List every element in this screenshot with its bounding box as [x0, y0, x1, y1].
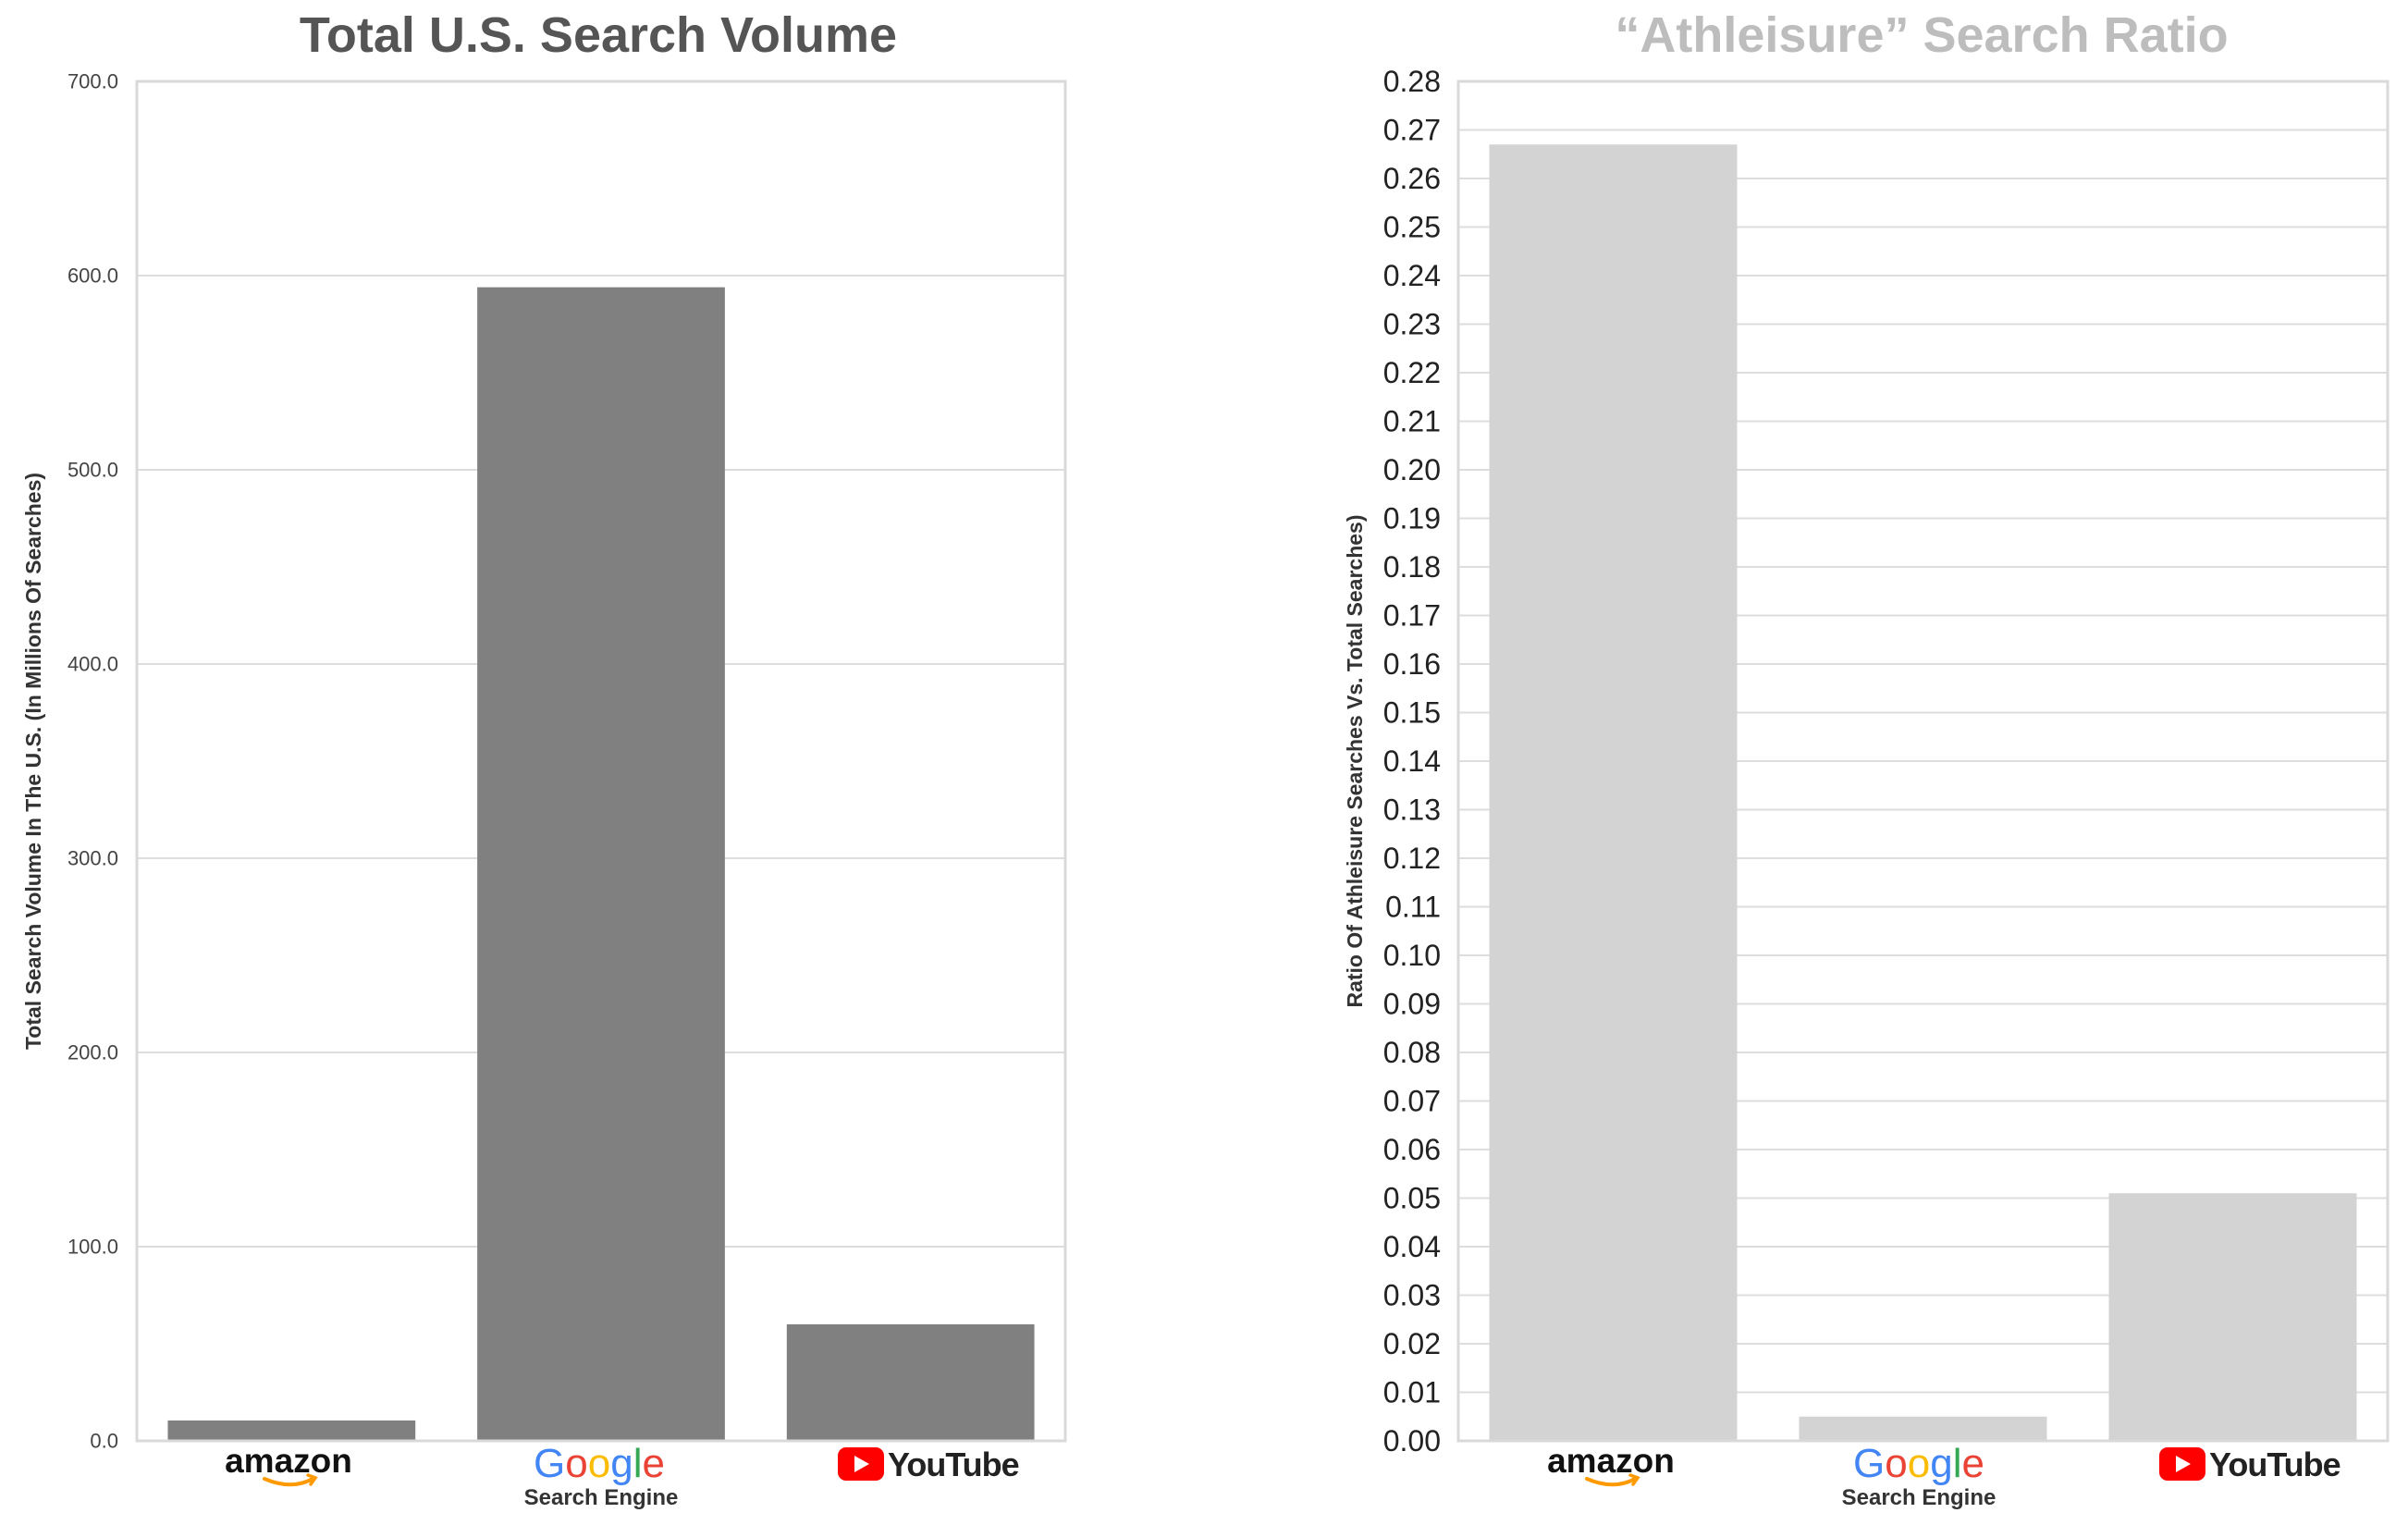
- y-tick-label: 500.0: [68, 459, 118, 482]
- y-tick-label: 0.17: [1383, 599, 1441, 633]
- y-tick-label: 0.22: [1383, 356, 1441, 389]
- bar-amazon: [167, 1420, 416, 1441]
- amazon-arrow-icon: [1628, 1473, 1640, 1486]
- y-tick-label: 0.25: [1383, 211, 1441, 244]
- y-tick-label: 0.23: [1383, 308, 1441, 341]
- y-tick-label: 0.24: [1383, 259, 1441, 292]
- youtube-logo-text: YouTube: [888, 1445, 1019, 1483]
- y-tick-label: 0.10: [1383, 939, 1441, 972]
- google-letter: o: [588, 1441, 610, 1486]
- y-tick-label: 400.0: [68, 653, 118, 676]
- bar-youtube: [2108, 1193, 2357, 1441]
- right-ytick-labels: 0.00 0.01 0.02 0.03 0.04 0.05 0.06 0.07 0.08 0.09…: [1383, 65, 1441, 1458]
- left-xtick-amazon: amazon: [225, 1442, 352, 1487]
- y-tick-label: 600.0: [68, 264, 118, 288]
- youtube-logo-text: YouTube: [2209, 1445, 2340, 1483]
- y-tick-label: 200.0: [68, 1041, 118, 1064]
- right-xtick-youtube: YouTube: [2159, 1445, 2341, 1483]
- y-tick-label: 0.03: [1383, 1279, 1441, 1312]
- left-chart: Total U.S. Search Volume 0.0 100.0 200.0 30…: [21, 7, 1067, 1510]
- y-tick-label: 300.0: [68, 847, 118, 870]
- youtube-play-triangle-icon: [2176, 1456, 2191, 1472]
- google-letter: G: [534, 1441, 565, 1486]
- y-tick-label: 0.28: [1383, 65, 1441, 98]
- right-chart-title: “Athleisure” Search Ratio: [1615, 7, 2228, 63]
- bar-amazon: [1489, 144, 1738, 1441]
- bar-google: [1799, 1416, 2047, 1441]
- left-x-axis-label: Search Engine: [524, 1485, 679, 1510]
- youtube-play-triangle-icon: [854, 1456, 869, 1472]
- google-letter: l: [1953, 1441, 1962, 1486]
- y-tick-label: 0.07: [1383, 1085, 1441, 1118]
- google-letter: l: [633, 1441, 643, 1486]
- y-tick-label: 0.05: [1383, 1182, 1441, 1215]
- bar-youtube: [786, 1324, 1035, 1441]
- amazon-logo: amazon: [225, 1442, 352, 1480]
- y-tick-label: 0.11: [1385, 891, 1441, 924]
- google-logo: Google: [1853, 1441, 1984, 1486]
- left-xtick-google: Google: [534, 1441, 665, 1486]
- y-tick-label: 0.01: [1383, 1376, 1441, 1409]
- right-bars: [1489, 144, 2357, 1441]
- google-letter: g: [1930, 1441, 1952, 1486]
- google-letter: g: [610, 1441, 633, 1486]
- right-chart: “Athleisure” Search Ratio 0.000.010.020.…: [1343, 7, 2390, 1510]
- amazon-smile-icon: [263, 1476, 316, 1487]
- y-tick-label: 0.26: [1383, 162, 1441, 195]
- y-tick-label: 0.21: [1383, 405, 1441, 438]
- google-letter: G: [1853, 1441, 1885, 1486]
- google-letter: o: [565, 1441, 587, 1486]
- left-plot-frame: [135, 80, 1067, 1443]
- y-tick-label: 0.02: [1383, 1327, 1441, 1360]
- y-tick-label: 0.0: [90, 1430, 118, 1453]
- right-y-axis-label: Ratio Of Athleisure Searches Vs. Total S…: [1343, 514, 1367, 1007]
- y-tick-label: 0.04: [1383, 1230, 1441, 1263]
- y-tick-label: 0.14: [1383, 744, 1441, 778]
- google-logo: Google: [534, 1441, 665, 1486]
- google-letter: e: [1961, 1441, 1984, 1486]
- y-tick-label: 0.08: [1383, 1036, 1441, 1069]
- right-x-axis-label: Search Engine: [1842, 1485, 1996, 1510]
- right-xtick-amazon: amazon: [1547, 1442, 1675, 1487]
- google-letter: o: [1908, 1441, 1930, 1486]
- y-tick-label: 0.19: [1383, 502, 1441, 535]
- left-ytick-labels: 0.0 100.0 200.0 300.0 400.0 500.0 600.0 700.0: [68, 70, 118, 1453]
- y-tick-label: 0.16: [1383, 647, 1441, 681]
- right-gridlines: [1458, 80, 2388, 1442]
- y-tick-label: 100.0: [68, 1236, 118, 1259]
- google-letter: e: [642, 1441, 664, 1486]
- left-chart-title: Total U.S. Search Volume: [300, 7, 897, 63]
- y-tick-label: 0.06: [1383, 1133, 1441, 1166]
- y-tick-label: 0.00: [1383, 1424, 1441, 1458]
- y-tick-label: 0.18: [1383, 550, 1441, 584]
- bar-google: [477, 287, 725, 1442]
- y-tick-label: 0.20: [1383, 453, 1441, 486]
- right-xtick-google: Google: [1853, 1441, 1984, 1486]
- y-tick-label: 0.13: [1383, 793, 1441, 827]
- y-tick-label: 0.09: [1383, 988, 1441, 1021]
- left-y-axis-label: Total Search Volume In The U.S. (In Mill…: [21, 473, 45, 1050]
- amazon-smile-icon: [1585, 1476, 1639, 1487]
- amazon-logo: amazon: [1547, 1442, 1675, 1480]
- left-bars: [167, 287, 1035, 1442]
- y-tick-label: 700.0: [68, 70, 118, 93]
- left-xtick-youtube: YouTube: [838, 1445, 1020, 1483]
- y-tick-label: 0.12: [1383, 842, 1441, 875]
- google-letter: o: [1885, 1441, 1907, 1486]
- right-plot-frame: [1456, 80, 2390, 1443]
- amazon-arrow-icon: [306, 1473, 318, 1486]
- y-tick-label: 0.15: [1383, 696, 1441, 730]
- y-tick-label: 0.27: [1383, 114, 1441, 147]
